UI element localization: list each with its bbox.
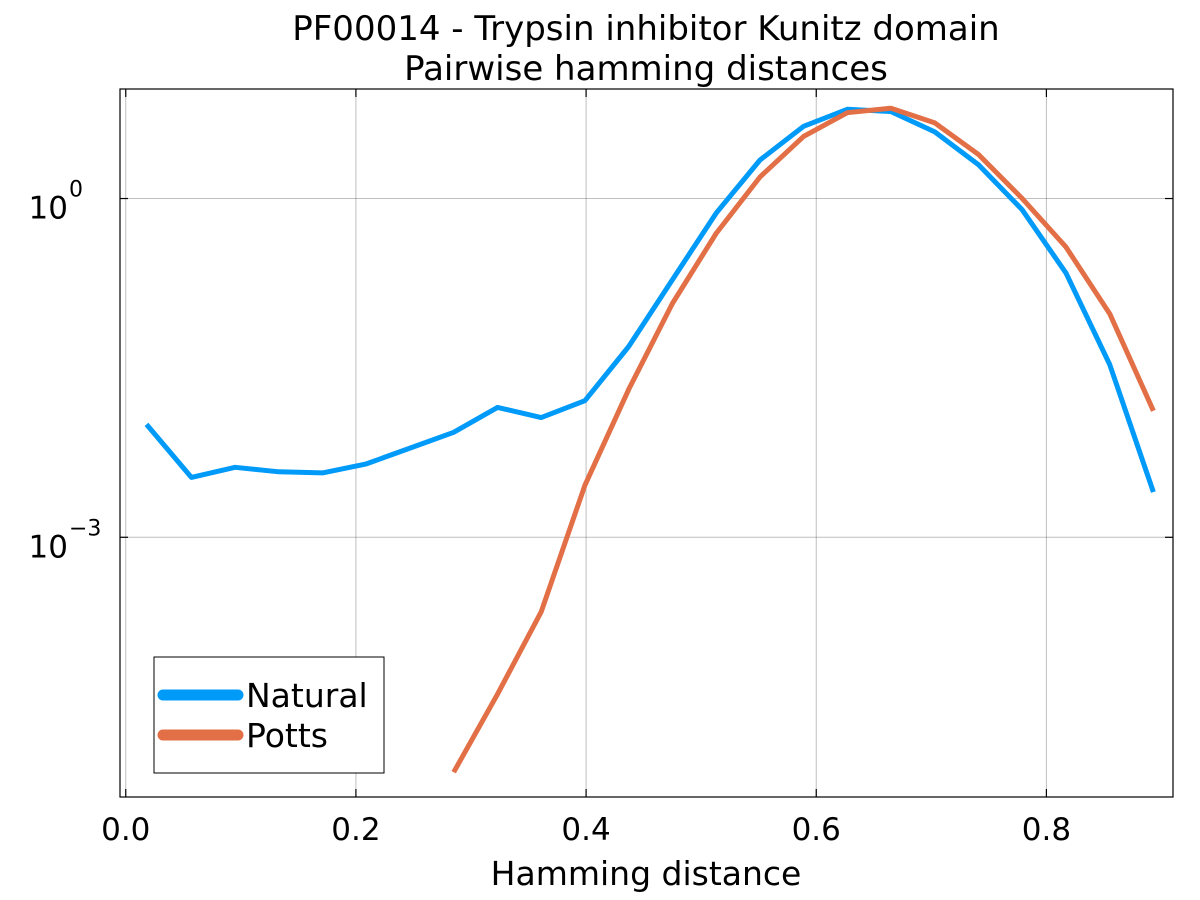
x-axis-ticks: 0.0 0.2 0.4 0.6 0.8: [101, 89, 1071, 848]
x-tick-label: 0.4: [561, 812, 610, 848]
chart-title-block: PF00014 - Trypsin inhibitor Kunitz domai…: [292, 9, 999, 89]
legend: Natural Potts: [153, 656, 385, 774]
y-tick-base: 10: [29, 191, 68, 227]
y-tick-exponent: 0: [69, 178, 83, 203]
x-tick-label: 0.6: [792, 812, 841, 848]
chart-subtitle: Pairwise hamming distances: [404, 49, 888, 89]
legend-box: [153, 656, 385, 774]
series-lines: [144, 105, 1156, 774]
series-line-potts: [451, 105, 1156, 774]
y-tick-label: 10−3: [29, 516, 102, 565]
legend-label-potts: Potts: [246, 716, 328, 755]
plot-frame: [119, 88, 1174, 798]
legend-label-natural: Natural: [246, 676, 368, 715]
x-tick-label: 0.0: [101, 812, 150, 848]
x-tick-label: 0.2: [331, 812, 380, 848]
x-axis-label: Hamming distance: [491, 854, 802, 893]
y-tick-exponent: −3: [69, 516, 101, 541]
y-tick-label: 100: [29, 178, 83, 227]
y-tick-base: 10: [29, 529, 68, 565]
chart-title: PF00014 - Trypsin inhibitor Kunitz domai…: [292, 9, 999, 49]
series-line-natural: [144, 106, 1156, 493]
x-tick-label: 0.8: [1022, 812, 1071, 848]
grid: [120, 89, 1173, 797]
